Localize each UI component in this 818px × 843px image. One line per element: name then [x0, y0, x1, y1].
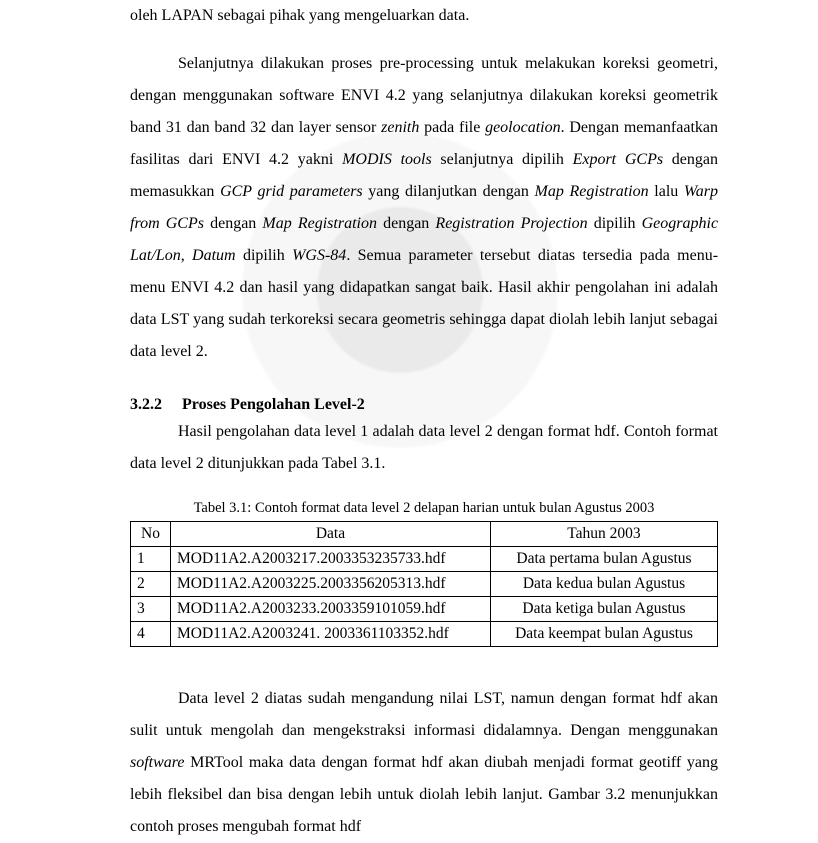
- cell-year: Data kedua bulan Agustus: [491, 572, 718, 597]
- cell-no: 1: [131, 547, 171, 572]
- col-header-year: Tahun 2003: [491, 522, 718, 547]
- cell-year: Data keempat bulan Agustus: [491, 622, 718, 647]
- text-run: pada file: [419, 119, 485, 136]
- text-run: MRTool maka data dengan format hdf akan …: [130, 754, 718, 835]
- italic-software: software: [130, 754, 185, 771]
- table-row: 3 MOD11A2.A2003233.2003359101059.hdf Dat…: [131, 597, 718, 622]
- section-title: Proses Pengolahan Level-2: [182, 396, 365, 413]
- text-run: dipilih: [588, 215, 642, 232]
- cell-data: MOD11A2.A2003233.2003359101059.hdf: [171, 597, 491, 622]
- table-row: 1 MOD11A2.A2003217.2003353235733.hdf Dat…: [131, 547, 718, 572]
- section-heading: 3.2.2Proses Pengolahan Level-2: [130, 396, 718, 414]
- table-row: 4 MOD11A2.A2003241. 2003361103352.hdf Da…: [131, 622, 718, 647]
- cell-data: MOD11A2.A2003225.2003356205313.hdf: [171, 572, 491, 597]
- paragraph-2: Hasil pengolahan data level 1 adalah dat…: [130, 416, 718, 480]
- data-table: No Data Tahun 2003 1 MOD11A2.A2003217.20…: [130, 521, 718, 647]
- italic-datum: Datum: [192, 247, 236, 264]
- paragraph-3: Data level 2 diatas sudah mengandung nil…: [130, 683, 718, 843]
- cell-data: MOD11A2.A2003217.2003353235733.hdf: [171, 547, 491, 572]
- text-run: Data level 2 diatas sudah mengandung nil…: [130, 690, 718, 739]
- col-header-data: Data: [171, 522, 491, 547]
- italic-map-registration-2: Map Registration: [262, 215, 377, 232]
- table-header-row: No Data Tahun 2003: [131, 522, 718, 547]
- italic-map-registration: Map Registration: [535, 183, 649, 200]
- text-run: selanjutnya dipilih: [432, 151, 573, 168]
- text-run: yang dilanjutkan dengan: [363, 183, 535, 200]
- text-run: dengan: [204, 215, 262, 232]
- text-run: dipilih: [236, 247, 292, 264]
- cell-no: 3: [131, 597, 171, 622]
- italic-export-gcps: Export GCPs: [573, 151, 664, 168]
- cell-no: 2: [131, 572, 171, 597]
- table-row: 2 MOD11A2.A2003225.2003356205313.hdf Dat…: [131, 572, 718, 597]
- cell-year: Data pertama bulan Agustus: [491, 547, 718, 572]
- text-run: dengan: [377, 215, 435, 232]
- section-number: 3.2.2: [130, 396, 182, 414]
- paragraph-1: Selanjutnya dilakukan proses pre-process…: [130, 48, 718, 368]
- italic-gcp-grid: GCP grid parameters: [220, 183, 363, 200]
- text-run: lalu: [649, 183, 684, 200]
- table-caption: Tabel 3.1: Contoh format data level 2 de…: [130, 500, 718, 517]
- italic-modis-tools: MODIS tools: [342, 151, 432, 168]
- paragraph-top: oleh LAPAN sebagai pihak yang mengeluark…: [130, 0, 718, 32]
- italic-zenith: zenith: [381, 119, 419, 136]
- col-header-no: No: [131, 522, 171, 547]
- italic-wgs84: WGS-84: [292, 247, 346, 264]
- text-run: ,: [181, 247, 192, 264]
- cell-no: 4: [131, 622, 171, 647]
- italic-geolocation: geolocation: [485, 119, 561, 136]
- cell-data: MOD11A2.A2003241. 2003361103352.hdf: [171, 622, 491, 647]
- italic-registration-projection: Registration Projection: [435, 215, 587, 232]
- cell-year: Data ketiga bulan Agustus: [491, 597, 718, 622]
- page-content: oleh LAPAN sebagai pihak yang mengeluark…: [0, 0, 818, 843]
